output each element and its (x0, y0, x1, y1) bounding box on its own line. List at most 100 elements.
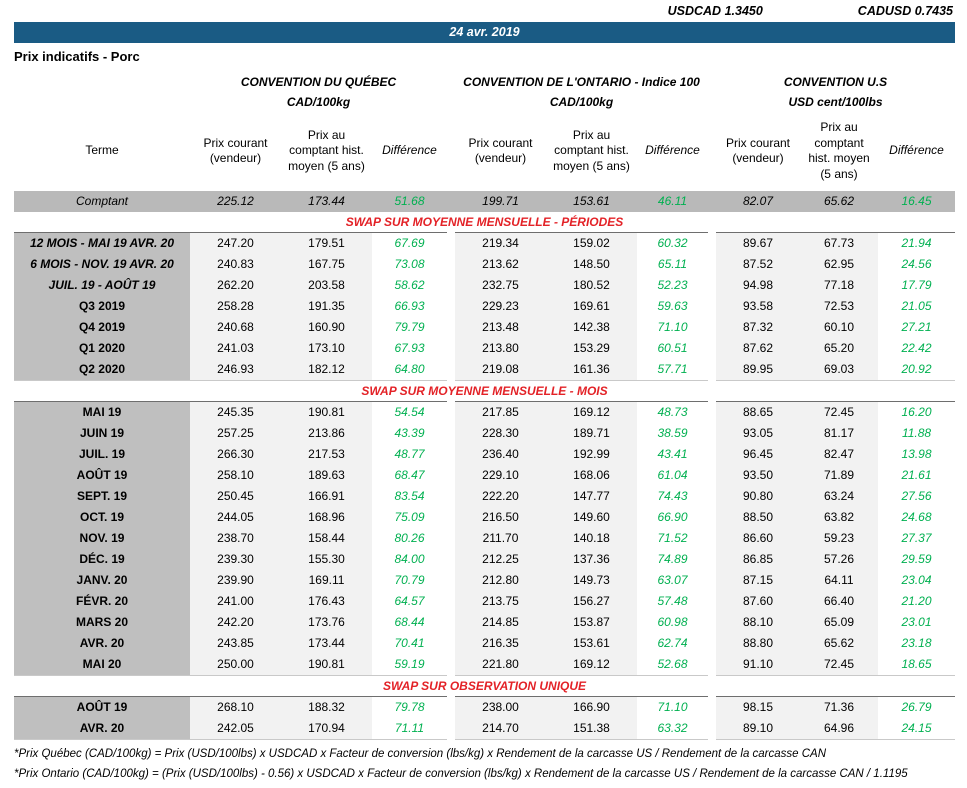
convention-unit-row: CAD/100kg CAD/100kg USD cent/100lbs (14, 92, 956, 114)
difference-cell: 63.32 (637, 718, 708, 741)
section-header: SWAP SUR MOYENNE MENSUELLE - MOIS (14, 380, 956, 402)
difference-cell: 23.04 (878, 570, 956, 592)
difference-cell: 27.21 (878, 317, 956, 339)
difference-cell: 16.45 (878, 191, 956, 213)
price-cell: 88.50 (716, 507, 800, 529)
price-cell: 199.71 (455, 191, 546, 213)
difference-cell: 18.65 (878, 654, 956, 677)
comptant-row: Comptant 225.12 173.44 51.68 199.71 153.61 46.… (14, 191, 956, 213)
prix-comptant-header: Prix au comptant hist. moyen (5 ans) (800, 114, 878, 192)
section-header: SWAP SUR MOYENNE MENSUELLE - PÉRIODES (14, 212, 956, 233)
price-cell: 153.61 (546, 191, 637, 213)
difference-cell: 67.93 (372, 338, 447, 360)
section-header-row: SWAP SUR MOYENNE MENSUELLE - MOIS (14, 380, 956, 402)
term-cell: MARS 20 (14, 612, 190, 634)
price-cell: 188.32 (281, 696, 372, 719)
column-header-row: Terme Prix courant (vendeur) Prix au com… (14, 114, 956, 192)
price-cell: 222.20 (455, 486, 546, 508)
column-gutter (708, 444, 716, 466)
column-gutter (708, 401, 716, 424)
difference-cell: 62.74 (637, 633, 708, 655)
price-cell: 153.29 (546, 338, 637, 360)
price-cell: 211.70 (455, 528, 546, 550)
price-cell: 140.18 (546, 528, 637, 550)
column-gutter (708, 191, 716, 213)
difference-cell: 70.79 (372, 570, 447, 592)
price-cell: 242.20 (190, 612, 281, 634)
difference-cell: 74.43 (637, 486, 708, 508)
column-gutter (708, 570, 716, 592)
column-gutter (447, 465, 455, 487)
usdcad-value: 1.3450 (724, 4, 763, 18)
usdcad-label: USDCAD (667, 4, 722, 18)
price-cell: 156.27 (546, 591, 637, 613)
term-cell: 6 MOIS - NOV. 19 AVR. 20 (14, 254, 190, 276)
convention-ontario-unit: CAD/100kg (455, 92, 708, 114)
price-cell: 216.50 (455, 507, 546, 529)
price-cell: 63.82 (800, 507, 878, 529)
section-header: SWAP SUR OBSERVATION UNIQUE (14, 675, 956, 697)
table-row: 6 MOIS - NOV. 19 AVR. 20 240.83 167.75 73.0… (14, 254, 956, 276)
price-cell: 89.10 (716, 718, 800, 741)
difference-cell: 24.15 (878, 718, 956, 741)
price-cell: 82.07 (716, 191, 800, 213)
price-cell: 153.61 (546, 633, 637, 655)
difference-cell: 61.04 (637, 465, 708, 487)
term-cell: Q2 2020 (14, 359, 190, 382)
price-cell: 191.35 (281, 296, 372, 318)
price-cell: 77.18 (800, 275, 878, 297)
difference-cell: 80.26 (372, 528, 447, 550)
price-cell: 166.91 (281, 486, 372, 508)
term-cell: AVR. 20 (14, 718, 190, 741)
difference-cell: 43.41 (637, 444, 708, 466)
column-gutter (708, 507, 716, 529)
price-cell: 203.58 (281, 275, 372, 297)
price-cell: 64.96 (800, 718, 878, 741)
column-gutter (708, 232, 716, 255)
section-header-row: SWAP SUR MOYENNE MENSUELLE - PÉRIODES (14, 212, 956, 233)
difference-cell: 84.00 (372, 549, 447, 571)
column-gutter (708, 486, 716, 508)
price-cell: 166.90 (546, 696, 637, 719)
price-cell: 219.08 (455, 359, 546, 382)
difference-cell: 73.08 (372, 254, 447, 276)
price-cell: 161.36 (546, 359, 637, 382)
difference-cell: 65.11 (637, 254, 708, 276)
price-cell: 213.62 (455, 254, 546, 276)
difference-cell: 57.48 (637, 591, 708, 613)
column-gutter (447, 114, 455, 192)
table-row: AVR. 20 242.05 170.94 71.11 214.70 151.38 63.3… (14, 718, 956, 741)
price-cell: 245.35 (190, 401, 281, 424)
price-cell: 240.68 (190, 317, 281, 339)
column-gutter (447, 570, 455, 592)
price-cell: 63.24 (800, 486, 878, 508)
table-row: MARS 20 242.20 173.76 68.44 214.85 153.87 60.9… (14, 612, 956, 634)
price-cell: 180.52 (546, 275, 637, 297)
price-cell: 151.38 (546, 718, 637, 741)
difference-cell: 21.94 (878, 232, 956, 255)
price-cell: 173.10 (281, 338, 372, 360)
section-header-row: SWAP SUR OBSERVATION UNIQUE (14, 675, 956, 697)
price-cell: 169.61 (546, 296, 637, 318)
column-gutter (708, 114, 716, 192)
price-cell: 57.26 (800, 549, 878, 571)
table-row: FÉVR. 20 241.00 176.43 64.57 213.75 156.27 57.… (14, 591, 956, 613)
difference-cell: 38.59 (637, 423, 708, 445)
price-cell: 219.34 (455, 232, 546, 255)
price-cell: 93.50 (716, 465, 800, 487)
column-gutter (708, 633, 716, 655)
column-gutter (447, 317, 455, 339)
price-cell: 239.90 (190, 570, 281, 592)
prix-courant-header: Prix courant (vendeur) (190, 114, 281, 192)
table-body: Comptant 225.12 173.44 51.68 199.71 153.61 46.… (14, 191, 956, 741)
column-gutter (447, 71, 455, 92)
price-cell: 148.50 (546, 254, 637, 276)
difference-cell: 54.54 (372, 401, 447, 424)
column-gutter (447, 296, 455, 318)
price-cell: 250.00 (190, 654, 281, 677)
price-cell: 72.45 (800, 401, 878, 424)
difference-cell: 60.32 (637, 232, 708, 255)
term-cell: Q1 2020 (14, 338, 190, 360)
price-cell: 159.02 (546, 232, 637, 255)
price-cell: 229.23 (455, 296, 546, 318)
